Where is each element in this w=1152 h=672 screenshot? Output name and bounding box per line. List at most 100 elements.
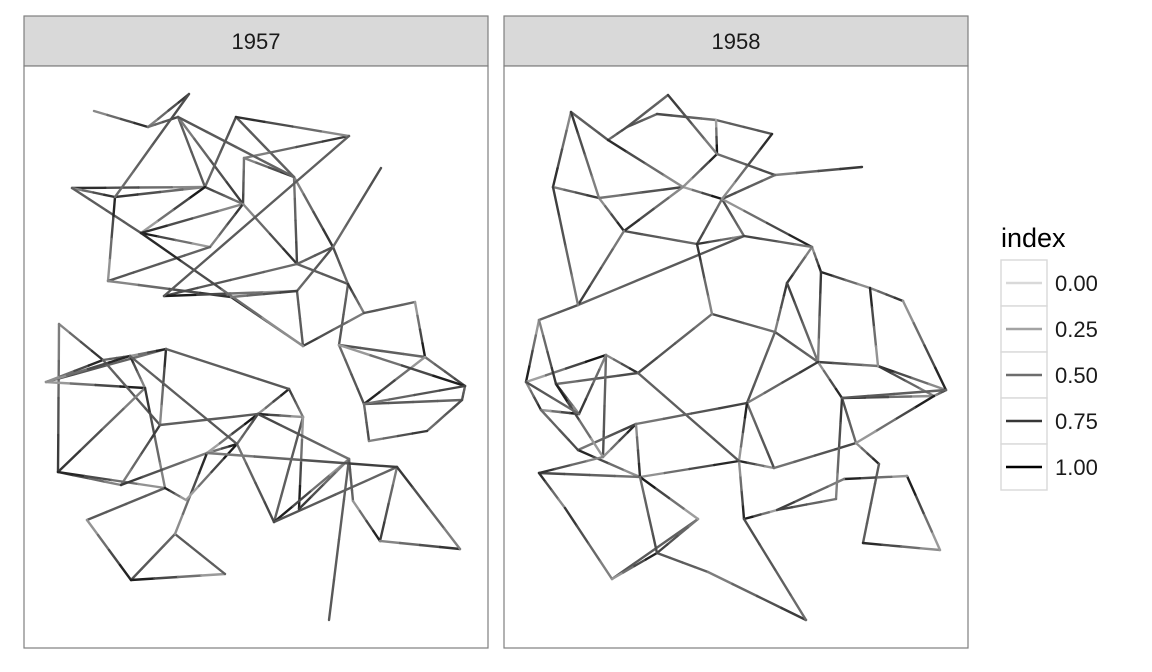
edge-1957-49-seg-3 [432, 374, 467, 388]
edge-1957-78-seg-2 [279, 414, 293, 418]
edge-1957-49-seg-1 [369, 354, 404, 367]
edge-1957-33-seg-2 [340, 313, 345, 331]
edge-1958-40-seg-1 [668, 556, 684, 564]
edge-1957-95-seg-2 [207, 415, 235, 421]
edge-1957-81-seg-2 [310, 473, 332, 492]
edge-1957-0-seg-2 [119, 117, 136, 125]
edge-1957-35-seg-3 [300, 331, 305, 348]
edge-1958-60-seg-0 [861, 541, 884, 546]
edge-1958-86-seg-2 [546, 350, 553, 370]
edge-1958-6-seg-2 [742, 125, 760, 132]
edge-1958-20-seg-2 [644, 162, 666, 177]
edge-1957-72-seg-0 [173, 512, 185, 536]
edge-1958-19-seg-0 [551, 185, 566, 192]
edge-1958-27-seg-3 [554, 380, 578, 386]
edge-1958-24-seg-2 [528, 349, 534, 368]
edge-1958-82-seg-2 [765, 221, 791, 237]
edge-1958-46-seg-0 [745, 384, 756, 405]
legend: index 0.00 0.25 0.50 0.75 1.00 [1000, 223, 1098, 491]
edge-1958-85-seg-0 [569, 110, 580, 135]
edge-1958-14-seg-2 [610, 213, 619, 225]
edge-1958-32-seg-2 [618, 431, 629, 442]
edge-1957-55-seg-0 [44, 380, 73, 385]
edge-1958-58-seg-1 [860, 447, 869, 455]
edge-1957-31-seg-1 [196, 292, 232, 296]
facet-strip-1957 [23, 15, 489, 67]
edge-1958-97-seg-3 [712, 437, 741, 463]
edge-1958-31-seg-3 [601, 430, 605, 459]
edge-1957-70-seg-1 [153, 575, 180, 580]
edge-1958-80-seg-2 [578, 419, 593, 440]
edge-1958-17-seg-0 [667, 185, 685, 200]
edge-1957-69-seg-2 [151, 544, 166, 559]
edge-1958-89-seg-3 [585, 455, 605, 463]
edge-1958-39-seg-1 [676, 526, 689, 538]
edge-1958-31-seg-0 [604, 353, 608, 382]
edge-1958-16-seg-0 [695, 240, 710, 246]
edge-1958-18-seg-2 [702, 220, 711, 235]
edge-1958-68-seg-1 [793, 301, 804, 324]
edge-1958-51-seg-0 [868, 286, 880, 293]
edge-1958-77-seg-3 [576, 285, 591, 307]
edge-1958-5-seg-1 [670, 114, 688, 119]
edge-1957-15-seg-0 [242, 156, 258, 165]
edge-1957-34-seg-0 [346, 282, 354, 293]
edge-1958-6-seg-0 [714, 118, 732, 125]
edge-1958-60-seg-1 [881, 543, 903, 548]
edge-1958-66-seg-0 [816, 360, 826, 373]
edge-1957-47-seg-1 [364, 412, 368, 424]
edge-1957-72-seg-3 [197, 451, 209, 475]
edge-1957-34-seg-3 [358, 304, 366, 315]
edge-1958-59-seg-0 [873, 462, 881, 485]
edge-1957-40-seg-2 [343, 206, 359, 229]
edge-1957-41-seg-2 [418, 328, 424, 345]
edge-1958-69-seg-2 [817, 315, 821, 341]
facet-panel-1957: 1957 [23, 15, 489, 649]
edge-1958-5-seg-2 [685, 115, 703, 120]
edge-1957-92-seg-1 [245, 462, 257, 485]
edge-1958-99-seg-0 [758, 132, 774, 152]
edge-1957-95-seg-3 [232, 412, 260, 418]
edge-1958-81-seg-0 [634, 422, 639, 439]
edge-1957-98-seg-0 [139, 231, 183, 263]
edge-1957-67-seg-2 [105, 502, 128, 514]
edge-1958-10-seg-2 [690, 169, 702, 181]
edge-1958-96-seg-2 [643, 494, 650, 517]
edge-1957-10-seg-0 [187, 185, 207, 200]
edge-1957-65-seg-3 [137, 482, 167, 490]
edge-1958-48-seg-0 [785, 272, 795, 285]
edge-1957-88-seg-1 [411, 486, 430, 510]
edge-1957-39-seg-1 [375, 306, 391, 312]
edge-1958-64-seg-1 [759, 511, 770, 516]
edge-1957-62-seg-3 [158, 461, 167, 490]
edge-1958-0-seg-0 [565, 110, 573, 133]
edge-1957-18-seg-0 [292, 175, 305, 196]
edge-1958-40-seg-3 [694, 566, 710, 574]
edge-1958-54-seg-3 [927, 382, 948, 392]
edge-1958-17-seg-2 [637, 207, 655, 222]
edge-1958-89-seg-1 [553, 463, 573, 471]
edge-1958-71-seg-0 [772, 460, 796, 470]
edge-1958-10-seg-3 [681, 177, 693, 189]
edge-1958-75-seg-1 [726, 317, 745, 325]
edge-1958-45-seg-3 [745, 401, 755, 421]
edge-1957-24-seg-1 [157, 254, 186, 266]
edge-1958-12-seg-1 [726, 207, 735, 219]
edge-1957-47-seg-3 [366, 430, 371, 443]
edge-1957-93-seg-1 [279, 424, 305, 438]
edge-1957-4-seg-0 [176, 115, 196, 141]
edge-1958-73-seg-2 [790, 503, 808, 509]
edge-1957-77-seg-1 [291, 394, 298, 405]
edge-1958-94-seg-1 [892, 390, 922, 396]
edge-1958-74-seg-1 [773, 568, 792, 596]
edge-1958-61-seg-3 [905, 474, 917, 496]
edge-1958-82-seg-3 [788, 233, 814, 249]
edge-1957-75-seg-1 [241, 427, 249, 438]
edge-1957-68-seg-1 [96, 533, 111, 552]
edge-1958-20-seg-0 [606, 138, 628, 154]
edge-1957-102-seg-2 [262, 291, 282, 296]
edge-1957-99-seg-3 [301, 134, 351, 178]
edge-1957-31-seg-0 [162, 293, 199, 298]
edge-1957-88-seg-0 [395, 465, 414, 489]
edge-1957-38-seg-0 [337, 343, 347, 361]
